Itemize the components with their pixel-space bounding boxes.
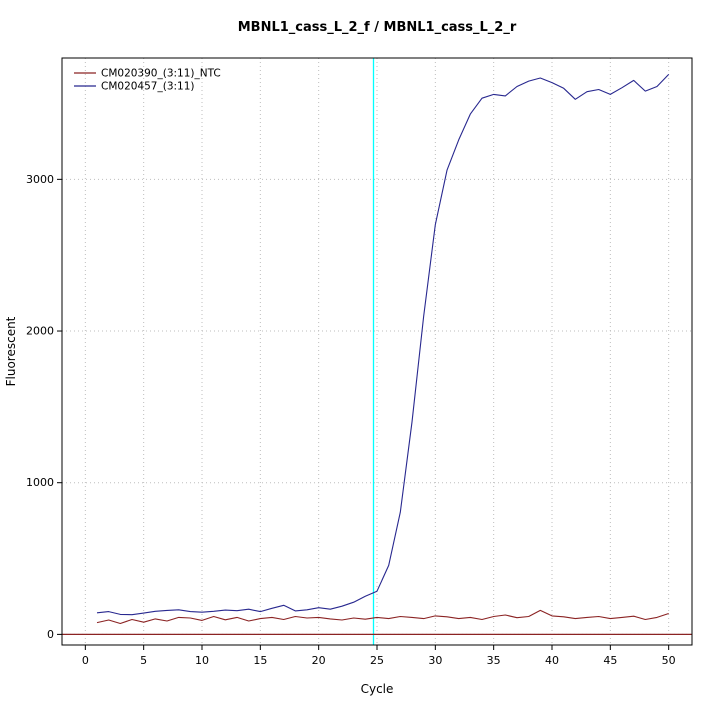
x-tick-label: 0: [82, 654, 89, 667]
x-tick-label: 50: [662, 654, 676, 667]
y-axis-label: Fluorescent: [4, 316, 18, 386]
y-tick-label: 2000: [26, 325, 54, 338]
x-tick-label: 25: [370, 654, 384, 667]
x-tick-label: 5: [140, 654, 147, 667]
plot-area: 0 5 10 15 20 25 30 35 40 45 50 0 1000 2000 3000 CM02039…: [26, 57, 693, 667]
legend-label: CM020390_(3:11)_NTC: [101, 68, 221, 80]
plot-title: MBNL1_cass_L_2_f / MBNL1_cass_L_2_r: [238, 20, 517, 35]
legend-label: CM020457_(3:11): [101, 81, 195, 93]
x-tick-label: 40: [545, 654, 559, 667]
x-tick-label: 15: [253, 654, 267, 667]
series-line-cm020457-3-11-: [96, 74, 670, 616]
series-line-cm020390-3-11-ntc: [96, 609, 669, 625]
x-tick-label: 35: [487, 654, 501, 667]
y-tick-label: 1000: [26, 476, 54, 489]
x-tick-label: 20: [312, 654, 326, 667]
y-tick-label: 0: [47, 628, 54, 641]
x-tick-label: 10: [195, 654, 209, 667]
x-axis-label: Cycle: [361, 682, 394, 696]
y-tick-label: 3000: [26, 173, 54, 186]
x-tick-label: 30: [428, 654, 442, 667]
x-tick-label: 45: [603, 654, 617, 667]
